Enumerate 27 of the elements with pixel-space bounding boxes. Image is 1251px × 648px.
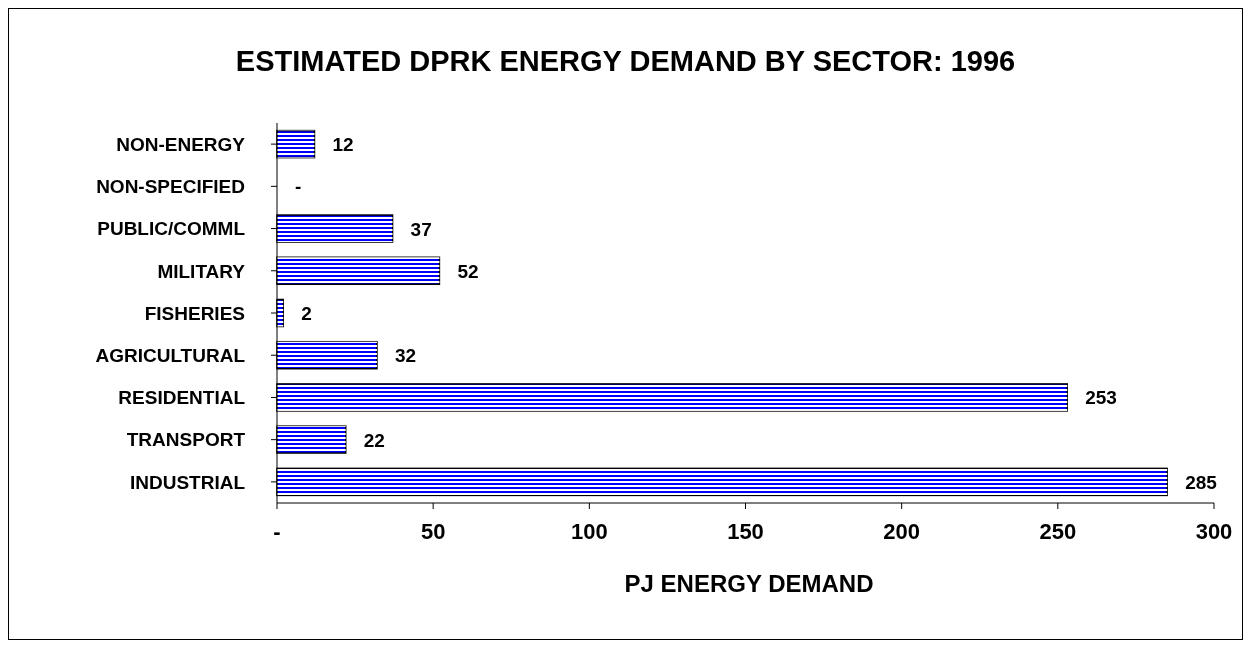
y-tick-label: NON-SPECIFIED xyxy=(96,176,245,198)
data-label: - xyxy=(295,176,302,198)
y-tick-label: MILITARY xyxy=(157,260,246,282)
y-tick-label: AGRICULTURAL xyxy=(95,344,246,366)
y-tick-label: INDUSTRIAL xyxy=(129,471,246,493)
x-tick-label: - xyxy=(273,518,281,544)
x-tick-label: 300 xyxy=(1195,518,1233,544)
x-tick-label: 150 xyxy=(727,518,764,544)
x-tick-label: 250 xyxy=(1039,518,1077,544)
data-label: 12 xyxy=(332,134,354,156)
data-label: 37 xyxy=(410,218,432,240)
data-label: 285 xyxy=(1185,471,1218,493)
x-tick-label: 100 xyxy=(570,518,608,544)
y-tick-label: NON-ENERGY xyxy=(116,133,246,155)
y-tick-label: FISHERIES xyxy=(144,302,245,324)
x-tick-label: 200 xyxy=(883,518,921,544)
chart-title: ESTIMATED DPRK ENERGY DEMAND BY SECTOR: 1996 xyxy=(234,45,1017,78)
y-tick-label: PUBLIC/COMML xyxy=(97,218,246,240)
data-label: 2 xyxy=(301,302,312,324)
x-axis-title: PJ ENERGY DEMAND xyxy=(623,570,875,598)
y-tick-label: TRANSPORT xyxy=(126,429,246,451)
x-tick-label: 50 xyxy=(420,518,446,544)
data-label: 32 xyxy=(394,345,417,367)
data-label: 52 xyxy=(457,260,479,282)
data-label: 253 xyxy=(1085,387,1117,409)
data-label: 22 xyxy=(363,429,385,451)
y-tick-label: RESIDENTIAL xyxy=(118,387,246,409)
